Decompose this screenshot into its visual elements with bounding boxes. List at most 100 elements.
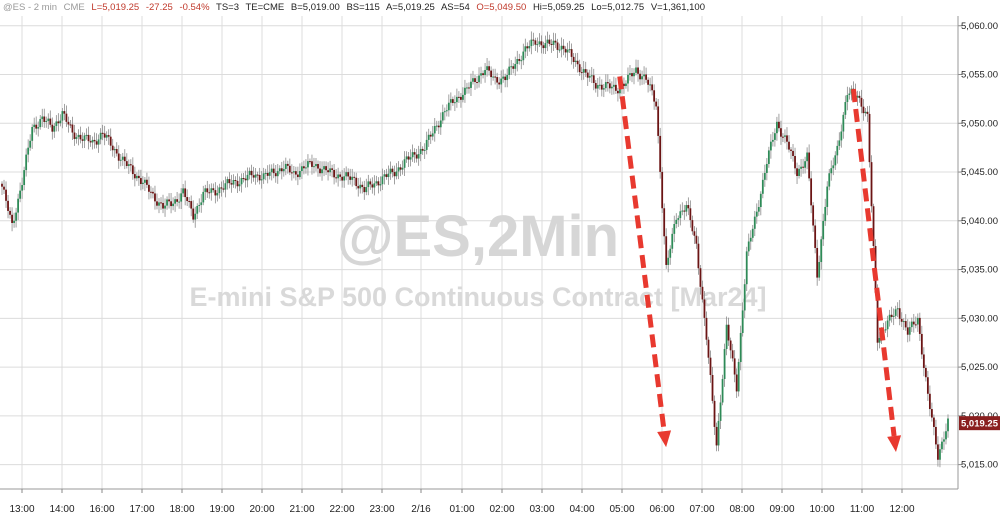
candle-up [484,70,486,76]
candle-down [369,181,372,185]
candle-down [230,183,233,185]
candle-down [554,40,557,43]
candle-down [303,166,305,169]
candle-down [156,201,158,206]
candle-down [150,191,152,193]
candle-down [272,168,275,174]
candle-up [343,176,346,181]
candle-down [600,84,603,90]
candle-up [886,320,889,330]
candle-down [488,66,490,71]
candle-down [236,180,239,187]
x-tick-label: 22:00 [329,504,354,515]
candle-up [767,150,770,164]
candle-up [441,112,444,121]
candle-down [49,118,52,125]
candle-up [619,87,621,94]
candle-down [93,139,96,142]
candle-up [508,66,511,75]
candle-up [828,173,831,187]
candle-up [91,139,94,143]
candle-down [190,201,193,209]
candle-down [512,66,515,69]
candle-up [685,205,688,212]
candle-up [947,418,949,432]
candle-down [95,141,98,145]
candle-up [202,191,205,203]
candle-up [544,43,547,49]
candle-down [576,60,579,65]
x-tick-label: 17:00 [129,504,154,515]
candle-up [25,154,28,171]
candle-up [776,121,778,134]
candle-up [204,188,207,192]
candle-up [254,174,257,178]
candle-up [806,152,809,162]
candle-down [796,168,798,176]
candle-down [687,205,690,209]
candle-down [79,134,82,140]
candle-down [928,393,931,410]
candle-up [449,99,452,103]
candle-down [355,177,358,187]
x-tick-label: 18:00 [169,504,194,515]
candle-down [266,172,269,176]
candle-down [788,141,790,150]
candle-up [321,169,323,174]
candle-down [176,199,179,202]
candle-up [37,127,40,129]
candle-down [586,72,589,78]
candle-down [234,180,237,182]
candle-down [309,161,311,163]
candle-up [804,161,806,168]
header-change-pct: -0.54% [179,2,210,13]
candle-down [393,172,396,177]
last-price-label: 5,019.25 [961,419,999,430]
candle-down [327,170,329,173]
candle-down [890,314,893,317]
candle-down [735,374,738,392]
candle-up [834,155,837,166]
candle-down [868,113,871,163]
candle-up [307,161,309,168]
candle-down [623,83,625,87]
header-bar: @ES - 2 min CME L=5,019.25 -27.25 -0.54%… [3,2,705,13]
header-low: Lo=5,012.75 [591,2,644,13]
x-tick-label: 2/16 [411,504,431,515]
y-tick-label: 5,035.00 [961,265,998,276]
candle-up [19,190,22,199]
candle-up [216,193,219,196]
candle-down [377,181,380,186]
candle-up [31,126,34,141]
candle-up [379,184,382,186]
candle-down [651,84,654,91]
candle-up [466,87,468,89]
candle-up [633,72,635,77]
candle-down [657,106,660,136]
candle-up [375,181,378,184]
candle-up [105,135,108,138]
candle-down [399,167,402,170]
candle-up [568,49,571,51]
candle-up [425,139,428,150]
candle-down [63,111,66,114]
candle-up [538,41,541,45]
watermark: @ES,2Min E-mini S&P 500 Continuous Contr… [189,204,766,312]
candle-down [715,426,718,446]
candle-down [131,165,134,175]
candle-up [667,257,670,265]
candle-up [627,74,629,84]
candle-up [908,327,911,335]
candle-down [608,83,611,89]
candle-up [737,362,740,392]
candle-down [860,97,863,107]
candle-up [248,170,251,175]
y-tick-label: 5,045.00 [961,167,998,178]
candle-down [280,168,283,172]
candle-down [695,235,698,244]
x-tick-label: 14:00 [49,504,74,515]
candle-up [359,184,362,189]
x-tick-label: 20:00 [249,504,274,515]
candle-down [786,135,788,142]
candle-down [711,374,714,401]
